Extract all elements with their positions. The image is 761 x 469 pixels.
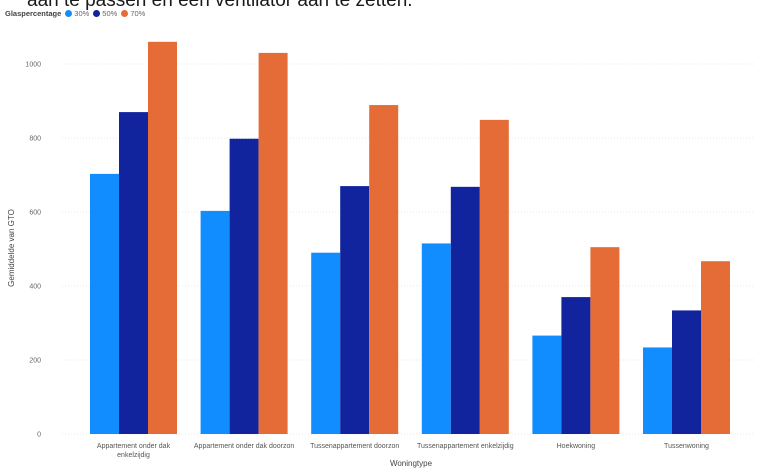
bar-50pct-1[interactable]: [229, 138, 259, 435]
legend-label: 70%: [130, 9, 146, 18]
bar-30pct-2[interactable]: [311, 252, 341, 434]
bar-30pct-4[interactable]: [532, 335, 562, 434]
bar-30pct-0[interactable]: [90, 173, 119, 434]
bar-30pct-5[interactable]: [643, 347, 672, 434]
y-tick-label: 200: [29, 358, 41, 365]
bar-70pct-2[interactable]: [369, 105, 399, 434]
bars: [90, 41, 730, 435]
x-tick-label: Tussenappartement doorzon: [310, 443, 399, 450]
legend-entry-30[interactable]: 30%: [65, 9, 89, 18]
bar-50pct-4[interactable]: [561, 297, 591, 434]
legend: Glaspercentage 30% 50% 70%: [5, 9, 149, 18]
x-tick-label: Tussenappartement enkelzijdig: [417, 443, 514, 450]
bar-70pct-1[interactable]: [258, 52, 288, 435]
x-tick-label: Tussenwoning: [664, 443, 709, 450]
x-axis-label: Woningtype: [390, 459, 433, 468]
legend-entry-50[interactable]: 50%: [93, 9, 117, 18]
legend-label: 30%: [74, 9, 90, 18]
bar-50pct-2[interactable]: [340, 186, 370, 434]
legend-dot-icon: [65, 10, 73, 17]
legend-entry-70[interactable]: 70%: [121, 9, 145, 18]
y-axis-ticks: 0 200 400 600 800 1000: [25, 62, 41, 439]
y-tick-label: 600: [29, 210, 41, 217]
x-tick-label: Appartement onder dak enkelzijdig: [97, 443, 171, 459]
x-axis-ticks: Appartement onder dak enkelzijdig Appartem…: [97, 443, 709, 459]
x-tick-label: Hoekwoning: [557, 443, 596, 450]
x-tick-label: Appartement onder dak doorzon: [194, 443, 295, 450]
bar-30pct-3[interactable]: [421, 243, 451, 434]
bar-50pct-5[interactable]: [672, 310, 701, 434]
clipped-caption-text: aan te passen en een ventilator aan te z…: [27, 0, 413, 11]
legend-dot-icon: [93, 10, 101, 17]
legend-dot-icon: [121, 10, 129, 17]
bar-70pct-0[interactable]: [148, 41, 177, 435]
legend-title: Glaspercentage: [5, 9, 62, 18]
bar-30pct-1[interactable]: [200, 210, 230, 434]
bar-70pct-5[interactable]: [701, 261, 730, 434]
y-tick-label: 400: [29, 284, 41, 291]
bar-70pct-4[interactable]: [590, 247, 620, 434]
legend-label: 50%: [102, 9, 118, 18]
bar-50pct-3[interactable]: [450, 186, 480, 434]
y-tick-label: 800: [29, 136, 41, 143]
bar-70pct-3[interactable]: [479, 119, 509, 435]
y-tick-label: 0: [37, 432, 41, 439]
y-tick-label: 1000: [25, 62, 41, 69]
y-axis-label: Gemiddelde van GTO: [7, 209, 16, 287]
bar-50pct-0[interactable]: [119, 112, 148, 434]
